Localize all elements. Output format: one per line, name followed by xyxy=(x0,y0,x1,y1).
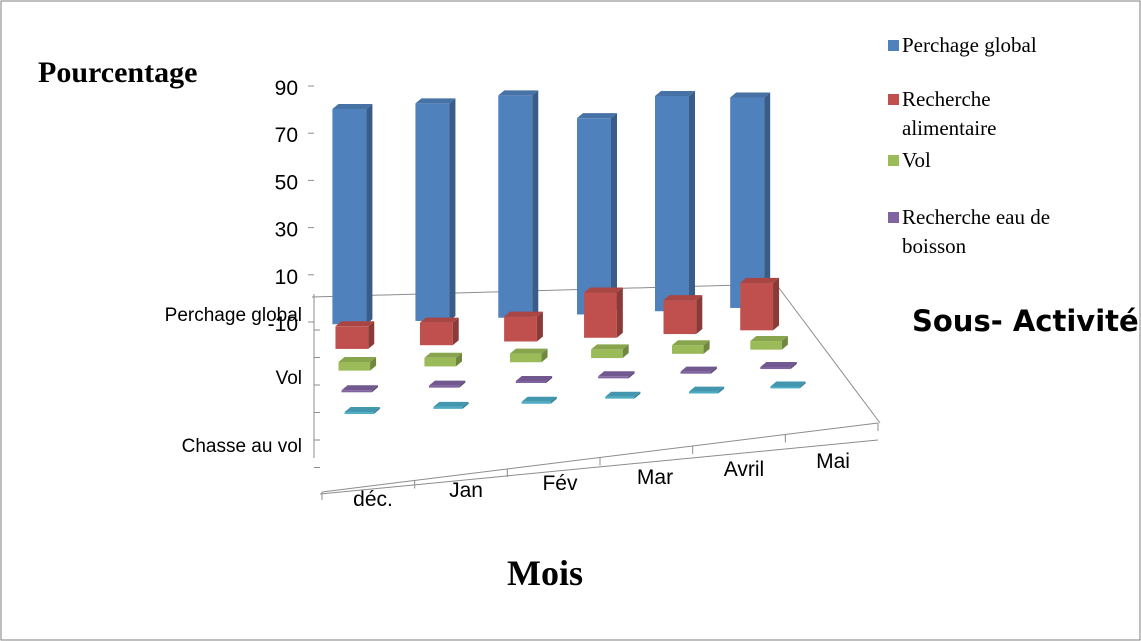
bar-recherche-eau-de-boisson-3 xyxy=(598,371,635,379)
bar-recherche-alimentaire-0 xyxy=(335,321,375,349)
bar-recherche-alimentaire-4 xyxy=(663,295,703,335)
bar-recherche-eau-de-boisson-0 xyxy=(341,385,378,393)
floor-back-edge xyxy=(311,283,777,298)
legend-swatch xyxy=(888,94,899,105)
bar-vol-0 xyxy=(338,356,377,371)
bar-recherche-eau-de-boisson-5 xyxy=(760,361,797,370)
x-tick-label: Jan xyxy=(449,479,483,502)
legend-label: Recherche xyxy=(902,87,991,111)
bar-vol-4 xyxy=(672,340,710,354)
bar-chasse-au-vol-1 xyxy=(433,401,469,409)
x-tick-label: Fév xyxy=(542,472,578,495)
bar-perchage-global-0 xyxy=(332,104,373,325)
z-axis-title: Pourcentage xyxy=(38,56,197,89)
bar-vol-1 xyxy=(424,352,463,367)
bar-vol-2 xyxy=(509,348,548,363)
floor-side-edge xyxy=(775,283,881,424)
y-axis-title: Sous- Activité xyxy=(912,304,1139,338)
bar-recherche-alimentaire-2 xyxy=(504,311,543,342)
bar-recherche-alimentaire-3 xyxy=(584,287,623,338)
legend-label: Perchage global xyxy=(902,33,1037,57)
bar-recherche-eau-de-boisson-2 xyxy=(515,375,553,384)
legend-label: alimentaire xyxy=(902,116,996,140)
legend-label: Vol xyxy=(902,148,931,172)
x-tick-label: Mai xyxy=(816,450,850,473)
bar-recherche-alimentaire-1 xyxy=(419,317,459,346)
z-tick-label: 50 xyxy=(275,171,298,194)
plot-area: -10 10 30 50 70 90 Perchage global Vol Chasse au… xyxy=(165,77,881,511)
bar-chasse-au-vol-5 xyxy=(770,381,806,389)
bar-perchage-global-1 xyxy=(415,98,456,321)
bar-chasse-au-vol-3 xyxy=(605,391,641,399)
legend-swatch xyxy=(888,155,899,166)
bar-recherche-eau-de-boisson-4 xyxy=(680,366,717,374)
x-axis-title: Mois xyxy=(507,553,583,593)
legend-label: boisson xyxy=(902,234,967,258)
z-tick-label: 10 xyxy=(275,266,298,289)
legend-swatch xyxy=(888,40,899,51)
depth-tick-label: Chasse au vol xyxy=(182,436,302,457)
bar-chasse-au-vol-0 xyxy=(344,407,380,414)
depth-tick-label: Vol xyxy=(276,368,302,389)
bar-recherche-alimentaire-5 xyxy=(740,277,780,331)
z-tick-label: -10 xyxy=(268,313,298,336)
z-tick-label: 30 xyxy=(275,219,298,242)
legend: Perchage global Recherche alimentaire Vol Re… xyxy=(888,33,1050,258)
bar-vol-5 xyxy=(750,336,788,350)
bar-perchage-global-5 xyxy=(730,92,771,308)
x-tick-label: Mar xyxy=(637,466,673,489)
floor-bottom-edge xyxy=(319,439,879,495)
z-tick-label: 90 xyxy=(275,77,298,100)
bar-vol-3 xyxy=(591,344,629,359)
bar-perchage-global-2 xyxy=(498,90,539,318)
bar-chasse-au-vol-4 xyxy=(689,386,725,394)
bar-chasse-au-vol-2 xyxy=(521,396,557,404)
depth-tick-label: Perchage global xyxy=(165,305,302,326)
x-tick-label: Avril xyxy=(724,458,764,481)
legend-swatch xyxy=(888,212,899,223)
bar-recherche-eau-de-boisson-1 xyxy=(428,380,466,388)
bar-perchage-global-3 xyxy=(576,113,617,315)
x-tick-label: déc. xyxy=(353,488,393,511)
legend-label: Recherche eau de xyxy=(902,205,1050,229)
bar-perchage-global-4 xyxy=(655,91,696,312)
z-tick-label: 70 xyxy=(275,124,298,147)
